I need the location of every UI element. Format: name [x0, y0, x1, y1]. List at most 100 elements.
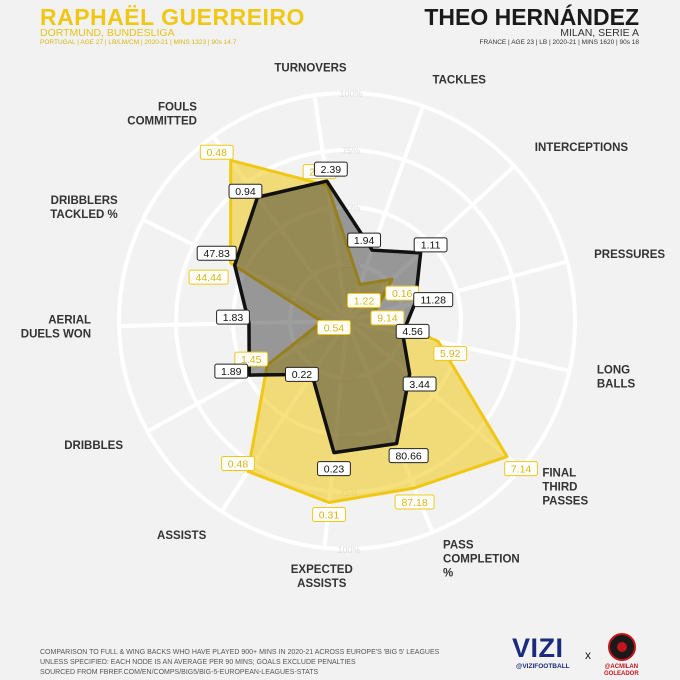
guerreiro-value-label-text: 0.16 [392, 288, 413, 300]
vizi-handle: @VIZIFOOTBALL [516, 663, 570, 670]
guerreiro-value-label-text: 5.92 [440, 348, 461, 360]
vizi-logo: VIZI [512, 633, 564, 663]
hernandez-value-label-box [317, 461, 351, 477]
hernandez-value-label: 80.66 [388, 448, 429, 464]
hernandez-value-label-text: 3.44 [409, 379, 430, 391]
hernandez-value-label-text: 11.28 [420, 294, 446, 306]
axis-label: FINAL THIRD PASSES [542, 467, 588, 507]
axis-label-line: LONG [597, 365, 630, 377]
player2-name: THEO HERNÁNDEZ [424, 4, 639, 30]
axis-label-line: AERIAL [48, 315, 91, 327]
axis-label-line: DRIBBLES [64, 440, 123, 452]
hernandez-value-label-text: 1.94 [354, 235, 375, 247]
guerreiro-value-label: 87.18 [394, 494, 435, 510]
axis-label: TURNOVERS [274, 63, 347, 75]
axis-label-line: DUELS WON [21, 329, 91, 341]
hernandez-value-label: 1.11 [413, 237, 448, 253]
player2-meta: FRANCE | AGE 23 | LB | 2020-21 | MINS 16… [479, 39, 639, 46]
guerreiro-value-label: 0.48 [199, 144, 234, 160]
axis-label: TACKLES [432, 75, 486, 87]
hernandez-value-label-text: 0.23 [324, 463, 345, 475]
hernandez-value-label: 1.83 [216, 309, 250, 325]
axis-label: EXPECTED ASSISTS [291, 564, 353, 590]
guerreiro-value-label-text: 0.48 [207, 147, 228, 159]
axis-label-line: PRESSURES [594, 249, 665, 261]
hernandez-value-label-box [413, 292, 454, 308]
guerreiro-value-label-box [347, 292, 381, 308]
axis-label-line: PASSES [542, 495, 588, 507]
hernandez-value-label-box [395, 323, 430, 339]
guerreiro-value-label-text: 0.48 [228, 458, 249, 470]
guerreiro-value-label-text: 0.54 [324, 322, 345, 334]
milan-handle: @ACMILAN GOLEADOR [604, 664, 639, 678]
hernandez-value-label-box [285, 366, 319, 382]
milan-logo-icon [608, 633, 636, 661]
hernandez-value-label-box [402, 376, 437, 392]
guerreiro-value-label-box [394, 494, 435, 510]
guerreiro-value-label: 0.48 [221, 455, 255, 471]
axis-label: PASS COMPLETION% [443, 539, 520, 579]
guerreiro-value-label: 9.14 [370, 310, 405, 326]
axis-label-line: COMPLETION [443, 553, 520, 565]
hernandez-value-label-box [216, 309, 250, 325]
guerreiro-value-label-box [199, 144, 234, 160]
hernandez-value-label-text: 47.83 [204, 248, 230, 260]
footer-line-1: COMPARISON TO FULL & WING BACKS WHO HAVE… [40, 649, 440, 656]
axis-label-line: FOULS [158, 102, 197, 114]
axis-label: FOULS COMMITTED [127, 102, 197, 128]
grid-ring [117, 91, 577, 551]
guerreiro-value-label-box [234, 351, 269, 367]
player1-name: RAPHAËL GUERREIRO [40, 4, 305, 30]
axis-label-line: THIRD [542, 481, 577, 493]
guerreiro-value-label-box [221, 455, 255, 471]
guerreiro-value-label: 0.54 [317, 320, 351, 336]
hernandez-value-label-text: 1.11 [421, 240, 441, 252]
axis-label: INTERCEPTIONS [535, 142, 629, 154]
ring-label: 50% [342, 203, 360, 213]
player2-club: MILAN, SERIE A [560, 27, 639, 39]
axis-label: DRIBBLERS TACKLED % [50, 195, 118, 221]
hernandez-area [232, 179, 423, 455]
axis-label-line: ASSISTS [157, 530, 207, 542]
milan-handle-line-1: @ACMILAN [604, 664, 639, 670]
hernandez-value-label-text: 0.94 [235, 186, 256, 198]
hernandez-value-label-box [347, 232, 382, 248]
axis-label: AERIAL DUELS WON [21, 315, 91, 341]
hernandez-value-label: 11.28 [413, 292, 454, 308]
guerreiro-value-label-text: 44.44 [195, 272, 221, 284]
guerreiro-value-label-text: 87.18 [401, 497, 427, 509]
guerreiro-value-label-box [317, 320, 351, 336]
hernandez-value-label: 3.44 [402, 376, 437, 392]
hernandez-value-label: 4.56 [395, 323, 430, 339]
guerreiro-value-label-text: 7.14 [511, 463, 532, 475]
footer-line-3: SOURCED FROM FBREF.COM/EN/COMPS/BIG5/BIG… [40, 669, 319, 676]
ring-label: 75% [342, 146, 360, 156]
guerreiro-value-label: 1.45 [234, 351, 269, 367]
guerreiro-value-label-text: 1.45 [241, 354, 262, 366]
hernandez-value-label-text: 4.56 [402, 326, 423, 338]
collab-times-sign: x [585, 648, 591, 662]
hernandez-value-label-text: 1.83 [223, 312, 244, 324]
axis-label-line: EXPECTED [291, 564, 353, 576]
guerreiro-value-label: 5.92 [433, 345, 468, 361]
hernandez-value-label-box [413, 237, 448, 253]
axis-label: PRESSURES [594, 249, 665, 261]
axis-label: ASSISTS [157, 530, 207, 542]
guerreiro-value-label-box [188, 269, 229, 285]
hernandez-value-label: 0.94 [228, 183, 263, 199]
guerreiro-value-label: 0.16 [385, 285, 420, 301]
hernandez-value-label-box [196, 245, 237, 261]
guerreiro-value-label: 1.22 [347, 292, 381, 308]
hernandez-value-label-box [228, 183, 263, 199]
axis-label-line: TACKLED % [50, 209, 118, 221]
guerreiro-value-label: 7.14 [504, 461, 538, 477]
milan-handle-line-2: GOLEADOR [604, 671, 639, 677]
hernandez-value-label-text: 1.89 [221, 366, 242, 378]
hernandez-value-label: 1.89 [214, 363, 249, 379]
axis-label-line: COMMITTED [127, 116, 197, 128]
footer-line-2: UNLESS SPECIFIED: EACH NODE IS AN AVERAG… [40, 659, 356, 666]
guerreiro-value-label: 0.31 [312, 507, 346, 523]
guerreiro-value-label-box [504, 461, 538, 477]
hernandez-value-label-text: 0.22 [292, 369, 313, 381]
player1-club: DORTMUND, BUNDESLIGA [40, 27, 175, 39]
